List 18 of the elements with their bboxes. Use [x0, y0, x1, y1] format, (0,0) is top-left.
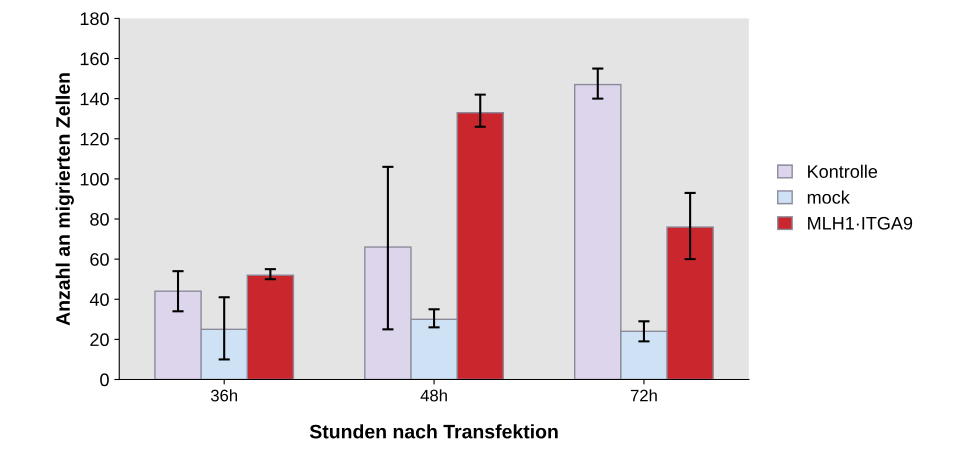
x-axis-title: Stunden nach Transfektion — [310, 424, 558, 438]
y-tick-label: 160 — [80, 52, 109, 66]
y-tick-label: 180 — [80, 12, 109, 26]
y-tick-label: 120 — [80, 132, 109, 146]
legend-label: Kontrolle — [808, 164, 878, 178]
y-tick-label: 0 — [100, 373, 109, 386]
y-tick-label: 100 — [80, 172, 109, 186]
x-tick-label: 36h — [210, 389, 238, 402]
y-tick-label: 140 — [80, 92, 109, 106]
y-tick-label: 80 — [90, 212, 109, 226]
legend-label: MLH1·ITGA9 — [808, 216, 912, 230]
x-tick-label: 48h — [420, 389, 447, 402]
y-tick-label: 20 — [90, 333, 109, 346]
y-tick-label: 40 — [90, 293, 109, 306]
legend-label: mock — [808, 190, 850, 204]
y-tick-label: 60 — [90, 253, 109, 266]
y-axis-title: Anzahl an migrierten Zellen — [56, 73, 74, 326]
x-tick-label: 72h — [630, 389, 657, 402]
